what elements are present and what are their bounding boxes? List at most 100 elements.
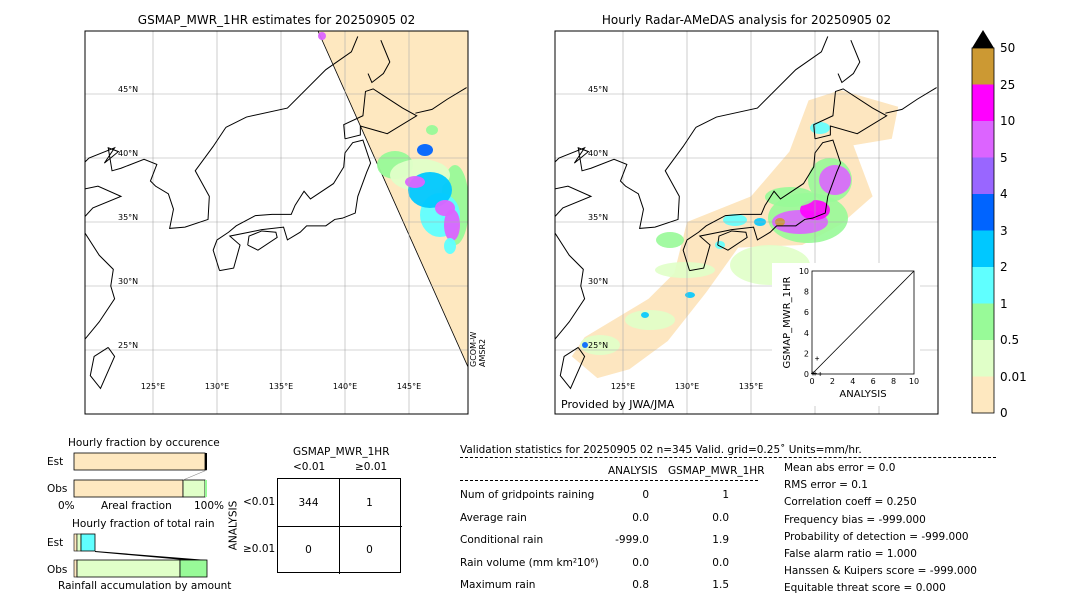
lon-tick-label: 145°E [397, 382, 421, 391]
colorbar-segment [972, 84, 994, 121]
coastline-kurils [415, 87, 467, 114]
scatter-x-tick: 2 [830, 377, 835, 386]
rain-cell [444, 238, 456, 254]
stat-analysis-value: 0.8 [632, 579, 649, 591]
occ-obs-green-bar [205, 480, 207, 497]
stat-gsmap-value: 1.5 [712, 579, 729, 591]
colorbar-tick-label: 3 [1000, 223, 1008, 238]
stats-header: Validation statistics for 20250905 02 n=… [460, 444, 862, 456]
colorbar-extend-arrow [972, 30, 994, 48]
rain-est-bar-a [73, 533, 78, 552]
lat-tick-label: 35°N [118, 213, 138, 222]
scatter-x-tick: 6 [871, 377, 876, 386]
coastline-kurils [885, 87, 937, 114]
colorbar-segment [972, 303, 994, 340]
lat-tick-label: 25°N [588, 341, 608, 350]
scatter-xlabel: ANALYSIS [839, 389, 886, 400]
rain-cell [435, 200, 455, 216]
row-header-lt: <0.01 [243, 496, 276, 508]
lat-tick-label: 35°N [588, 213, 608, 222]
occ-xlabel: Areal fraction [101, 500, 172, 512]
row-axis-label: ANALYSIS [227, 500, 240, 551]
lon-tick-label: 135°E [269, 382, 293, 391]
scatter-point [815, 356, 820, 361]
occ-est-bar [73, 452, 206, 471]
score-line: False alarm ratio = 1.000 [784, 548, 917, 560]
coastline-shikoku [717, 230, 748, 251]
rain-cell [426, 125, 438, 135]
score-line: Mean abs error = 0.0 [784, 462, 896, 474]
colorbar-segment [972, 267, 994, 304]
coastline-hokkaido [343, 88, 418, 140]
lat-tick-label: 30°N [588, 277, 608, 286]
lon-tick-label: 130°E [675, 382, 699, 391]
stat-analysis-value: 0.0 [632, 511, 649, 524]
coastline-russia [225, 36, 359, 128]
coastline-taiwan [89, 347, 116, 390]
stats-col-gsmap: GSMAP_MWR_1HR [668, 465, 765, 477]
rain-cell [582, 342, 588, 348]
stat-label: Average rain [460, 511, 527, 524]
lat-tick-label: 30°N [118, 277, 138, 286]
rain-obs-bar-a [73, 559, 78, 578]
stat-label: Rain volume (mm km²10⁶) [460, 556, 599, 569]
map-frame [554, 30, 939, 415]
coastline-japan [212, 139, 372, 272]
rain-cell [819, 165, 851, 195]
scatter-ylabel: GSMAP_MWR_1HR [782, 277, 793, 369]
occ-obs-bar [73, 479, 184, 498]
scatter-x-tick: 4 [850, 377, 855, 386]
coastline-sakhalin [837, 40, 861, 84]
lat-tick-label: 45°N [588, 85, 608, 94]
colorbar-tick-label: 25 [1000, 77, 1016, 92]
occ-100-tick: 100% [194, 500, 225, 512]
rain-fraction-title: Hourly fraction of total rain [72, 518, 215, 530]
colorbar-segment [972, 376, 994, 413]
stat-gsmap-value: 0.0 [712, 556, 729, 569]
coastline-russia [695, 36, 829, 128]
left-map-title: GSMAP_MWR_1HR estimates for 20250905 02 [137, 13, 416, 27]
coastline-taiwan [559, 347, 586, 390]
lat-tick-label: 40°N [588, 149, 608, 158]
colorbar-segment [972, 157, 994, 194]
coastline-shikoku [247, 230, 278, 251]
rain-cell [405, 176, 425, 188]
rain-cell [723, 214, 747, 226]
col-header-ge: ≥0.01 [355, 461, 388, 473]
occ-est-rain-bar [205, 453, 207, 470]
colorbar-tick-label: 0.5 [1000, 333, 1020, 347]
coastline-japan [682, 139, 842, 272]
rain-cell [810, 122, 830, 134]
coastline-korea [555, 127, 697, 340]
stat-analysis-value: -999.0 [615, 534, 649, 546]
stat-gsmap-value: 0.0 [712, 511, 729, 524]
stat-gsmap-value: 1.9 [712, 534, 729, 546]
score-line: Probability of detection = -999.000 [784, 530, 969, 543]
scatter-y-tick: 0 [804, 370, 809, 379]
map-frame [84, 30, 469, 415]
scatter-y-tick: 6 [804, 308, 809, 317]
scatter-x-tick: 0 [809, 377, 814, 386]
lon-tick-label: 135°E [739, 382, 763, 391]
swath-edge [317, 31, 468, 368]
maps: 45°N 40°N 35°N 30°N 25°N 125°E 130°E 135°E 140°E… [84, 30, 995, 415]
scatter-y-tick: 4 [804, 329, 809, 338]
colorbar-segment [972, 340, 994, 377]
scatter-x-tick: 8 [891, 377, 896, 386]
colorbar-tick-label: 50 [1000, 41, 1016, 55]
stat-analysis-value: 0 [642, 489, 649, 501]
rain-cell [655, 262, 715, 278]
coastline-korea [85, 127, 227, 340]
colorbar [971, 30, 995, 414]
score-line: Equitable threat score = 0.000 [784, 582, 946, 595]
rain-cell [641, 312, 649, 318]
score-line: Frequency bias = -999.000 [784, 513, 926, 526]
colorbar-tick-label: 1 [1000, 296, 1008, 311]
satellite-label: GCOM-W [469, 331, 478, 367]
lon-tick-label: 125°E [141, 382, 165, 391]
gsmap-map: 45°N 40°N 35°N 30°N 25°N 125°E 130°E 135°E 140°E… [84, 30, 469, 415]
rain-xlabel: Rainfall accumulation by amount [58, 580, 232, 592]
rain-obs-bar-b [76, 559, 181, 578]
divider [460, 480, 758, 481]
credit-label: Provided by JWA/JMA [561, 398, 675, 411]
